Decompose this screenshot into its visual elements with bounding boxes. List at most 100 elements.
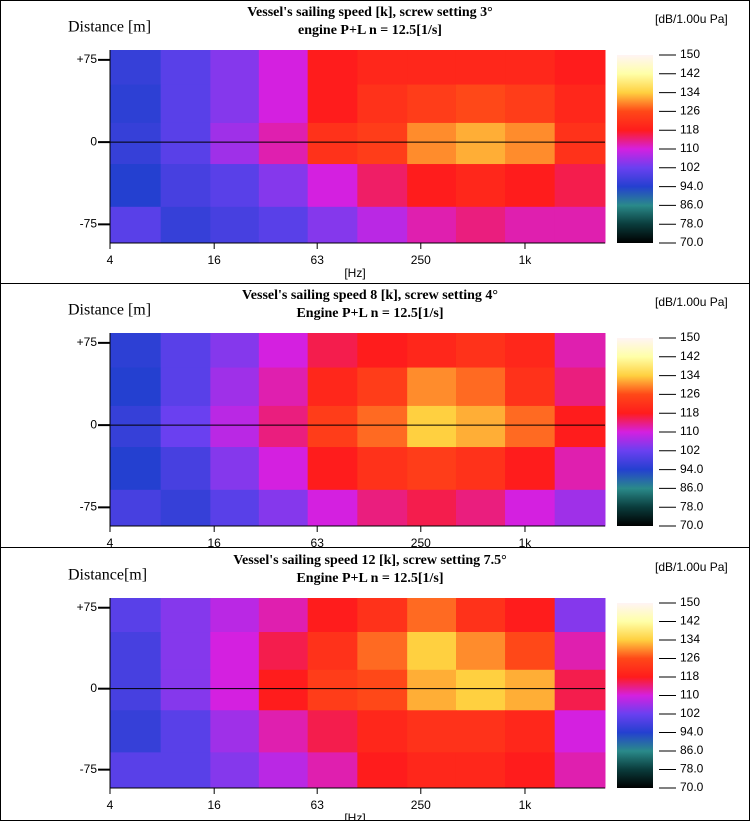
heat-cell — [357, 206, 408, 244]
heat-cell — [258, 333, 309, 369]
heat-cell — [210, 632, 260, 671]
y-tick-label: 0 — [90, 417, 97, 431]
heat-cell — [307, 447, 358, 491]
heat-cell — [307, 669, 358, 711]
heat-cell — [258, 598, 309, 633]
heat-cell — [160, 447, 211, 491]
heat-cell — [258, 632, 309, 671]
heat-cell — [357, 84, 408, 124]
heat-cell — [357, 669, 408, 711]
heat-cell — [160, 710, 211, 753]
heat-cell — [210, 405, 260, 448]
heat-cell — [110, 367, 162, 407]
heat-cell — [554, 84, 606, 124]
heat-cell — [160, 84, 211, 124]
colorbar-tick-label: 126 — [680, 104, 700, 118]
heat-cell — [307, 50, 358, 86]
heat-cell — [455, 598, 506, 633]
colorbar-label: [dB/1.00u Pa] — [655, 295, 728, 309]
heat-cell — [407, 489, 457, 527]
heat-cell — [307, 164, 358, 208]
heat-cell — [210, 50, 260, 86]
heat-cell — [554, 122, 606, 165]
heat-cell — [357, 50, 408, 86]
heat-cell — [307, 710, 358, 753]
heat-cell — [407, 206, 457, 244]
colorbar-tick-label: 150 — [680, 595, 700, 609]
heat-cell — [407, 405, 457, 448]
heat-cell — [455, 710, 506, 753]
heat-cell — [110, 489, 162, 527]
heat-cell — [210, 710, 260, 753]
heat-cell — [357, 405, 408, 448]
colorbar-tick-label: 126 — [680, 651, 700, 665]
heat-cell — [110, 206, 162, 244]
colorbar-tick-label: 110 — [680, 141, 699, 155]
heat-cell — [554, 598, 606, 633]
x-tick-label: 63 — [311, 536, 325, 550]
heatmap — [110, 50, 606, 244]
heat-cell — [505, 405, 556, 448]
heat-cell — [407, 333, 457, 369]
heat-cell — [210, 489, 260, 527]
heat-cell — [258, 710, 309, 753]
heat-cell — [357, 164, 408, 208]
x-tick-label: 1k — [519, 253, 533, 267]
colorbar-tick-label: 102 — [680, 160, 700, 174]
heat-cell — [554, 206, 606, 244]
heat-cell — [357, 710, 408, 753]
y-tick-label: +75 — [77, 52, 98, 66]
x-tick-label: 16 — [208, 253, 222, 267]
heat-cell — [455, 367, 506, 407]
heat-cell — [160, 50, 211, 86]
heat-cell — [210, 164, 260, 208]
heat-cell — [258, 489, 309, 527]
heat-cell — [554, 50, 606, 86]
heat-cell — [110, 632, 162, 671]
x-tick-label: 4 — [107, 253, 114, 267]
heat-cell — [110, 122, 162, 165]
y-tick-label: 0 — [90, 134, 97, 148]
heat-cell — [505, 669, 556, 711]
heat-cell — [407, 122, 457, 165]
x-tick-label: 250 — [411, 253, 431, 267]
heat-cell — [258, 84, 309, 124]
heat-cell — [455, 333, 506, 369]
heat-cell — [258, 752, 309, 789]
colorbar-tick-label: 78.0 — [680, 762, 704, 776]
heat-cell — [110, 405, 162, 448]
colorbar-tick-label: 134 — [680, 85, 700, 99]
heat-cell — [258, 367, 309, 407]
x-tick-label: 4 — [107, 536, 114, 550]
heat-cell — [307, 598, 358, 633]
heat-cell — [455, 122, 506, 165]
colorbar-tick-label: 118 — [680, 669, 699, 683]
heat-cell — [357, 447, 408, 491]
x-tick-label: 16 — [208, 798, 222, 812]
heat-cell — [505, 164, 556, 208]
heat-cell — [307, 489, 358, 527]
x-tick-label: 1k — [519, 536, 533, 550]
heat-cell — [110, 752, 162, 789]
heat-cell — [110, 447, 162, 491]
y-axis-label: Distance[m] — [68, 567, 147, 584]
heat-cell — [554, 405, 606, 448]
y-tick-label: 0 — [90, 681, 97, 695]
heat-cell — [455, 752, 506, 789]
heat-cell — [210, 333, 260, 369]
heat-cell — [505, 752, 556, 789]
x-tick-label: 4 — [107, 798, 114, 812]
heat-cell — [407, 598, 457, 633]
heat-cell — [505, 84, 556, 124]
heat-cell — [505, 598, 556, 633]
colorbar-tick-label: 142 — [680, 614, 700, 628]
heat-cell — [554, 710, 606, 753]
heat-cell — [407, 367, 457, 407]
heat-cell — [110, 84, 162, 124]
heat-cell — [110, 710, 162, 753]
heat-cell — [505, 206, 556, 244]
heat-cell — [505, 367, 556, 407]
y-tick-label: -75 — [80, 217, 98, 231]
heat-cell — [160, 752, 211, 789]
